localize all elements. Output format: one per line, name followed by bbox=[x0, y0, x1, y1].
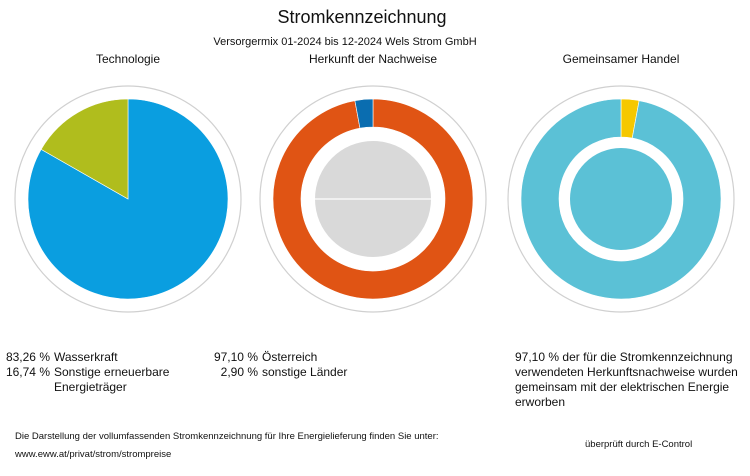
legend-label: sonstige Länder bbox=[262, 365, 348, 379]
legend-entry: 97,10 % Österreich bbox=[208, 350, 408, 365]
legend-label: Sonstige erneuerbare Energieträger bbox=[54, 365, 170, 394]
legend: 97,10 % der für die Stromkennzeichnung v… bbox=[515, 350, 745, 410]
slice bbox=[272, 98, 474, 300]
value-label: 83,26 % bbox=[5, 350, 50, 364]
legend: 97,10 % Österreich 2,90 % sonstige Länder bbox=[208, 350, 408, 380]
chart-title: Technologie bbox=[96, 52, 160, 66]
legend-entry: 83,26 % Wasserkraft bbox=[0, 350, 200, 365]
slice bbox=[40, 98, 129, 200]
frame bbox=[259, 85, 487, 313]
value-label: 16,74 % bbox=[5, 365, 50, 379]
footer-text: Die Darstellung der vollumfassenden Stro… bbox=[15, 431, 439, 442]
legend-entry: 2,90 % sonstige Länder bbox=[208, 365, 408, 380]
slice bbox=[520, 98, 722, 300]
frame bbox=[507, 85, 735, 313]
verified: überprüft durch E-Control bbox=[585, 439, 693, 450]
legend: 83,26 % Wasserkraft 16,74 % Sonstige erneue… bbox=[0, 350, 200, 395]
value-label: 97,10 % bbox=[515, 350, 560, 364]
legend-entry: 16,74 % Sonstige erneuerbare Energieträge… bbox=[0, 365, 200, 395]
frame bbox=[14, 85, 242, 313]
value-label: 97,10 % bbox=[213, 350, 258, 364]
slice bbox=[354, 98, 374, 129]
legend-label: Wasserkraft bbox=[54, 350, 118, 364]
legend-label: der für die Stromkennzeichnung verwendet… bbox=[515, 350, 738, 409]
legend-label: Österreich bbox=[262, 350, 318, 364]
chart-title: Herkunft der Nachweise bbox=[309, 52, 437, 66]
value-label: 2,90 % bbox=[220, 365, 258, 379]
inner-disc bbox=[570, 148, 672, 250]
legend-entry: 97,10 % der für die Stromkennzeichnung v… bbox=[515, 350, 745, 410]
subtitle: Versorgermix 01-2024 bis 12-2024 Wels St… bbox=[213, 36, 476, 48]
chart-title: Gemeinsamer Handel bbox=[563, 52, 680, 66]
title: Stromkennzeichnung bbox=[277, 7, 446, 27]
footer-link[interactable]: www.eww.at/privat/strom/strompreise bbox=[15, 449, 172, 460]
